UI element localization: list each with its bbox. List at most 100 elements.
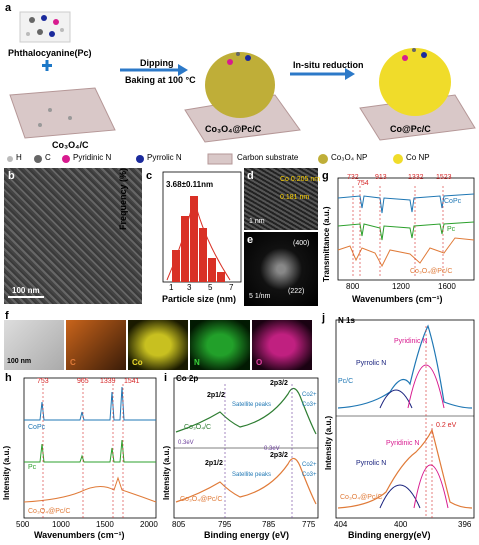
raman-xlabel: Wavenumbers (cm⁻¹) [34,530,125,540]
ftir-series-co3o4pc: Co₃O₄@Pc/C [410,268,453,275]
ftir-peak-1523: 1523 [436,174,452,181]
xps-co-bottom-shift: 0.3eV [264,446,280,452]
xps-co-top-curve [175,387,317,435]
co-nanoparticle [379,48,451,116]
raman-pc-line [24,439,156,463]
panel-j-letter: j [322,312,326,324]
ftir-xtick-800: 800 [346,282,360,291]
xps-co-top-2p32: 2p3/2 [270,380,288,387]
eds-tem-image [4,320,64,370]
co3o4-nanoparticle [205,52,275,118]
xps-n-bottom-curve [337,428,473,509]
panel-i-letter: i [164,372,168,384]
ftir-peak-1332: 1332 [408,174,424,181]
xps-co-xtick-795: 795 [218,520,232,529]
xps-n-bottom-pyrrolic-label: Pyrrolic N [356,460,387,467]
sub-label: Co₃O₄/C [52,140,89,150]
xps-n-title: N 1s [338,316,355,325]
legend-co3o4: Co₃O₄ NP [331,153,368,162]
xps-n-ylabel: Intensity (a.u.) [324,415,333,470]
panel-h-letter: h [5,372,12,384]
ftir-peak-732: 732 [347,174,359,181]
xps-co-bottom-co3: Co3+ [302,472,317,478]
raman-ylabel: Intensity (a.u.) [2,445,11,500]
legend-co: Co NP [406,153,430,162]
raman-series-copc: CoPc [28,424,46,431]
eds-map-o [252,320,312,370]
legend-h: H [16,153,22,162]
raman-xtick-1500: 1500 [96,520,114,529]
eds-scale: 100 nm [7,358,32,365]
ftir-ylabel: Transmittance (a.u.) [322,206,331,282]
xps-n-top-pyridinic [407,364,445,409]
eds-map-c [66,320,126,370]
ftir-xtick-1200: 1200 [392,282,410,291]
legend-pyrrolic: Pyrrolic N [147,153,182,162]
xps-co-bottom-2p32: 2p3/2 [270,452,288,459]
hist-bar-1 [172,250,180,282]
step2-top: In-situ reduction [293,60,364,70]
saed-label-222: (222) [288,288,305,295]
eds-map-n-label: N [194,358,200,367]
histogram-chart [162,171,242,283]
xps-co-top-satellite: Satellite peaks [232,402,272,408]
sem-scale-text: 100 nm [12,286,40,295]
sem-image [4,168,142,304]
xps-n-bottom-pyrrolic [379,484,421,509]
ftir-peak-754: 754 [357,180,369,187]
ftir-chart [337,177,475,281]
xps-co-bottom-sample: Co₃O₄@Pc/C [180,496,223,503]
raman-peak-1541: 1541 [124,378,140,385]
step1-bottom: Baking at 100 °C [125,75,196,85]
xps-n-top-sample: Pc/C [338,378,354,385]
ftir-xtick-1600: 1600 [438,282,456,291]
saed-scale: 5 1/nm [249,293,271,300]
hist-bar-6 [217,272,225,282]
raman-chart [23,377,157,519]
pc-molecule [19,11,71,43]
raman-peak-1339: 1339 [100,378,116,385]
panel-c-letter: c [146,170,153,182]
hist-fit-curve [166,197,231,281]
legend-pyridinic: Pyridinic N [73,153,112,162]
xps-n-chart [335,319,475,519]
raman-copc-line [24,386,156,421]
hist-xtick-7: 7 [229,283,234,292]
hist-xlabel: Particle size (nm) [162,294,237,304]
xps-n-top-pyrrolic-label: Pyrrolic N [356,360,387,367]
xps-co-bottom-curve [175,457,317,505]
ftir-xlabel: Wavenumbers (cm⁻¹) [352,294,443,304]
xps-co-top-sample: Co₃O₄/C [184,424,212,431]
raman-series-pc: Pc [28,464,37,471]
panel-g-letter: g [322,170,329,182]
panel-a-letter: a [5,2,12,14]
xps-co-top-co3: Co3+ [302,402,317,408]
hist-bar-3 [190,196,198,282]
xps-n-bottom-sample: Co₃O₄@Pc/C [340,494,383,501]
ftir-peak-913: 913 [375,174,387,181]
hist-bar-2 [181,216,189,282]
legend-c: C [45,153,51,162]
panel-f-letter: f [5,310,9,322]
raman-xtick-500: 500 [16,520,30,529]
hist-xtick-5: 5 [208,283,213,292]
arrow-1 [120,64,188,76]
ftir-copc-line [337,193,475,214]
ftir-pc-line [337,221,475,241]
xps-co-xtick-775: 775 [302,520,316,529]
hist-xtick-1: 1 [169,283,174,292]
xps-n-bottom-pyridinic [413,464,449,509]
raman-xtick-1000: 1000 [52,520,70,529]
xps-co-bottom-co2: Co2+ [302,462,317,468]
pc-label: Phthalocyanine(Pc) [8,48,92,58]
saed-label-400: (400) [293,240,310,247]
xps-co-bottom-satellite: Satellite peaks [232,472,272,478]
raman-xtick-2000: 2000 [140,520,158,529]
xps-co-bottom-2p12: 2p1/2 [205,460,223,467]
xps-co-xlabel: Binding energy (eV) [204,530,290,540]
mid-label: Co₃O₄@Pc/C [205,124,262,134]
hist-annotation: 3.68±0.11nm [166,180,214,189]
raman-peak-753: 753 [37,378,49,385]
carbon-substrate-1 [9,87,116,139]
